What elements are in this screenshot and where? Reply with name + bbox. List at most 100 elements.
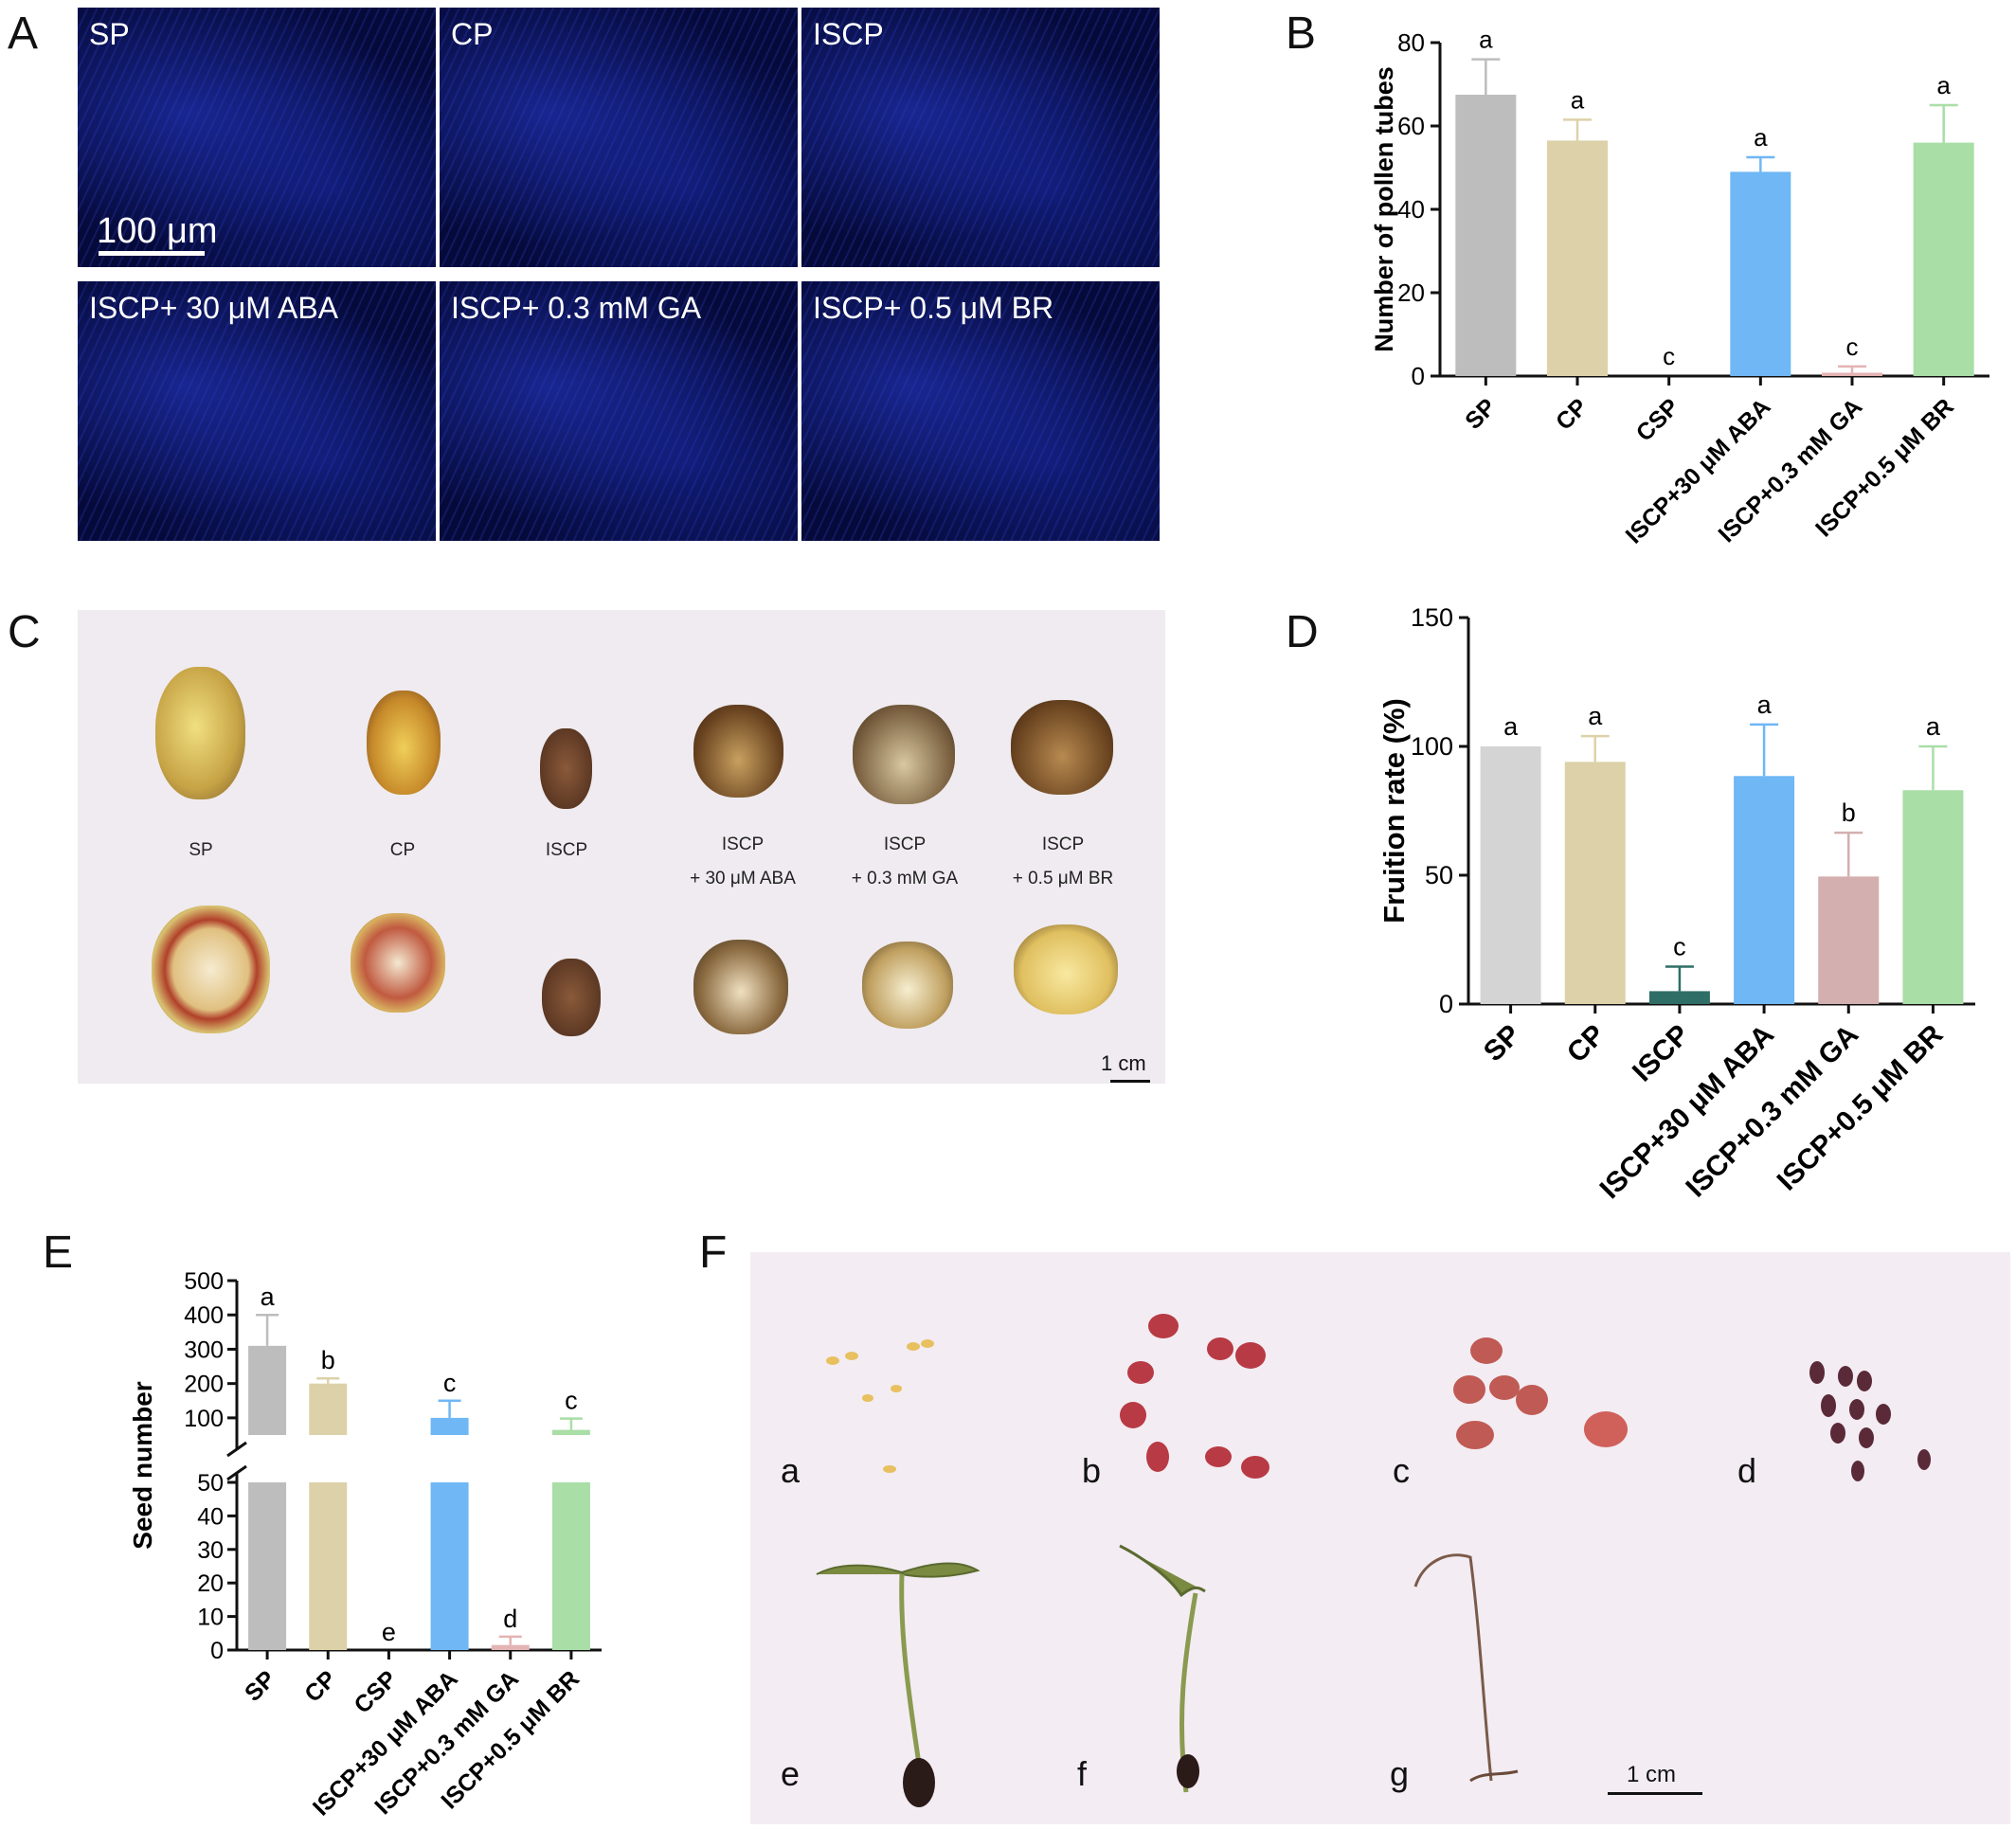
seed-d [1849, 1399, 1864, 1420]
bar [1480, 746, 1541, 1004]
seed-a [891, 1385, 902, 1392]
y-tick-label: 40 [197, 1503, 224, 1530]
y-tick-label: 0 [1412, 362, 1425, 390]
seed-d [1859, 1427, 1874, 1448]
seed-b [1120, 1402, 1146, 1428]
seed-a [845, 1352, 858, 1360]
seed-b [1127, 1361, 1154, 1384]
bar [551, 1429, 590, 1435]
significance-letter: c [443, 1369, 457, 1397]
micrograph-iscp-br: ISCP+ 0.5 μM BR [801, 281, 1160, 541]
micrograph-label: CP [451, 17, 494, 51]
bar [1913, 142, 1974, 376]
seed-a [883, 1465, 896, 1473]
fruit-label-6: ISCP + 0.5 μM BR [1012, 834, 1114, 888]
significance-letter: d [503, 1605, 517, 1633]
significance-letter: c [1673, 933, 1686, 961]
micrograph-label: ISCP+ 30 μM ABA [89, 291, 338, 325]
seed-c [1470, 1337, 1503, 1364]
fruit-cut-iscp-ga [862, 942, 953, 1029]
chart-seed-number: 10020030040050001020304050aSPbCPeCSPcISC… [128, 1268, 602, 1821]
bar [1730, 171, 1791, 376]
significance-letter: a [261, 1283, 276, 1311]
fruit-whole-sp [155, 667, 245, 799]
y-tick-label: 200 [184, 1372, 224, 1398]
y-tick-label: 20 [197, 1570, 224, 1597]
bar [491, 1644, 530, 1650]
category-label: CP [299, 1665, 341, 1707]
category-label: CSP [350, 1665, 403, 1718]
y-tick-label: 10 [197, 1605, 224, 1631]
fruit-whole-iscp-aba [693, 705, 783, 798]
fruit-label-1: SP [189, 840, 213, 860]
seed-label-a: a [781, 1451, 801, 1490]
bar [1564, 762, 1626, 1004]
y-tick-label: 30 [197, 1537, 224, 1564]
category-label: SP [1460, 393, 1501, 434]
fruit-cut-iscp-aba [693, 940, 788, 1034]
micrograph-iscp-aba: ISCP+ 30 μM ABA [78, 281, 436, 541]
seed-b [1207, 1337, 1233, 1360]
y-tick-label: 80 [1397, 28, 1425, 57]
y-tick-label: 0 [210, 1638, 224, 1664]
seed-d [1821, 1394, 1836, 1417]
fruit-cut-sp [152, 906, 270, 1033]
seed-photo: a b c d e f g 1 cm [750, 1252, 2010, 1824]
y-tick-label: 500 [184, 1268, 224, 1295]
bar [430, 1417, 469, 1435]
significance-letter: a [1503, 712, 1519, 741]
category-label: SP [1478, 1019, 1527, 1068]
y-tick-label: 40 [1397, 195, 1425, 224]
seed-d [1857, 1371, 1872, 1391]
seed-d [1917, 1449, 1931, 1470]
seed-b [1235, 1342, 1266, 1369]
seed-b [1146, 1442, 1169, 1472]
bar [309, 1482, 348, 1650]
scale-bar-label: 1 cm [1101, 1051, 1146, 1075]
micrograph-sp: SP 100 μm [78, 8, 436, 267]
seedling-e [816, 1562, 981, 1807]
micrograph-label: SP [89, 17, 130, 51]
bar [248, 1482, 287, 1650]
y-tick-label: 100 [1411, 732, 1453, 761]
panel-letter-a: A [8, 9, 39, 59]
y-tick-label: 20 [1397, 278, 1425, 307]
fruit-whole-iscp [540, 728, 592, 809]
panel-letter-e: E [43, 1228, 74, 1278]
fruit-photo: SP CP ISCP ISCP + 30 μM ABA ISCP + 0.3 mM … [78, 610, 1165, 1084]
bar [1902, 790, 1964, 1004]
micrograph-iscp-ga: ISCP+ 0.3 mM GA [440, 281, 798, 541]
bar [430, 1482, 469, 1650]
category-label: ISCP [1627, 1019, 1696, 1088]
significance-letter: a [1479, 26, 1493, 54]
seed-c [1489, 1375, 1520, 1400]
scale-bar [1110, 1080, 1150, 1083]
fruit-whole-iscp-ga [853, 705, 955, 804]
y-tick-label: 100 [184, 1406, 224, 1432]
panel-letter-f: F [699, 1228, 728, 1278]
axis-break [226, 1441, 247, 1458]
significance-letter: a [1926, 712, 1941, 741]
bar [309, 1383, 348, 1435]
seed-label-b: b [1082, 1451, 1102, 1490]
category-label: SP [240, 1665, 280, 1706]
seed-b [1205, 1446, 1232, 1467]
fruit-whole-iscp-br [1011, 700, 1113, 795]
fruit-cut-cp [351, 913, 445, 1013]
fruit-label-3: ISCP [545, 840, 588, 860]
axis-break [226, 1464, 247, 1481]
scale-bar [99, 251, 205, 256]
category-label: CP [1561, 1019, 1611, 1069]
seed-c [1584, 1411, 1628, 1447]
seed-a [921, 1339, 934, 1348]
seed-b [1241, 1456, 1269, 1479]
seed-d [1830, 1423, 1845, 1444]
bar [1818, 876, 1880, 1004]
fruit-label-4: ISCP + 30 μM ABA [690, 834, 796, 888]
significance-letter: a [1588, 702, 1603, 730]
significance-letter: c [1846, 332, 1859, 361]
significance-letter: a [1754, 123, 1768, 152]
y-axis-label: Number of pollen tubes [1370, 66, 1398, 352]
y-tick-label: 50 [197, 1470, 224, 1497]
